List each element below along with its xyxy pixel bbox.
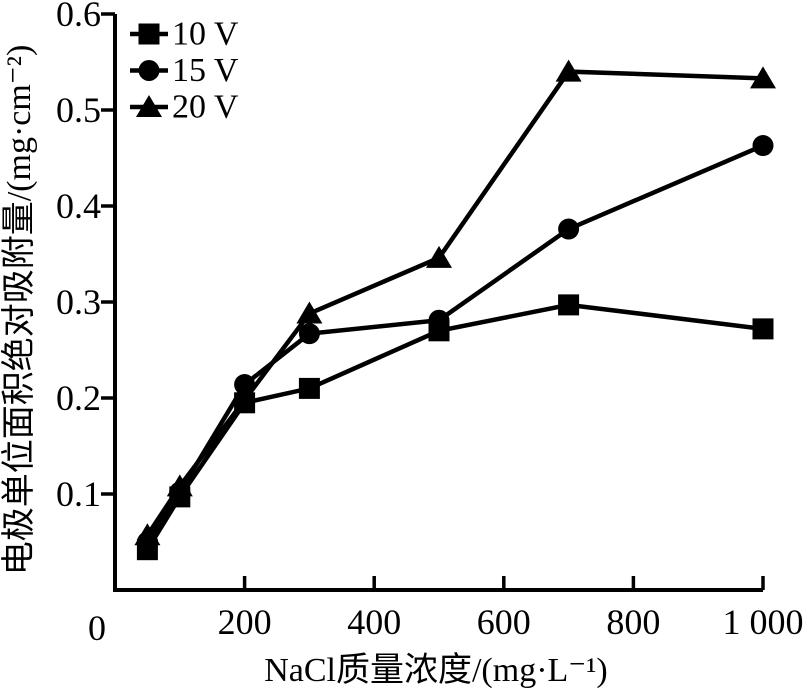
- marker-triangle: [134, 523, 161, 546]
- y-tick-label: 0.3: [56, 282, 101, 322]
- y-axis-label: 电极单位面积绝对吸附量/(mg·cm⁻²): [0, 45, 38, 576]
- series-20V: [134, 59, 776, 546]
- legend-item: 15 V: [130, 52, 239, 89]
- marker-triangle: [166, 474, 193, 497]
- legend-item: 20 V: [130, 89, 239, 126]
- y-tick-label: 0.2: [56, 378, 101, 418]
- legend-label: 20 V: [172, 89, 239, 126]
- marker-square: [752, 318, 774, 340]
- legend-label: 10 V: [172, 16, 239, 53]
- x-axis-label: NaCl质量浓度/(mg·L⁻¹): [264, 651, 608, 689]
- marker-triangle: [750, 66, 776, 89]
- y-tick-label: 0.6: [56, 0, 101, 34]
- marker-circle: [138, 60, 160, 81]
- series-15V: [136, 135, 774, 553]
- y-tick-label: 0.4: [56, 186, 101, 226]
- marker-circle: [558, 218, 580, 240]
- origin-tick-label: 0: [88, 608, 106, 648]
- marker-circle: [298, 323, 320, 345]
- legend-label: 15 V: [172, 52, 239, 89]
- series-line: [145, 302, 764, 551]
- series-line: [145, 143, 764, 544]
- series-line: [145, 69, 764, 537]
- marker-square: [138, 23, 160, 45]
- marker-triangle: [426, 245, 452, 268]
- x-tick-label: 200: [218, 602, 272, 642]
- marker-square: [558, 294, 580, 316]
- y-tick-label: 0.1: [56, 474, 101, 514]
- axes-layer: 0.1 0.2 0.3 0.4 0.5 0.6 200 400 600 800 1 000: [56, 0, 804, 642]
- x-tick-label: 400: [347, 602, 401, 642]
- marker-triangle: [296, 301, 323, 324]
- marker-square: [298, 377, 320, 399]
- marker-circle: [752, 135, 774, 157]
- x-tick-label: 600: [477, 602, 531, 642]
- y-tick-label: 0.5: [56, 90, 101, 130]
- marker-triangle: [136, 95, 162, 117]
- legend: 10 V15 V20 V: [130, 16, 239, 126]
- marker-circle: [428, 309, 450, 331]
- series-10V: [136, 294, 774, 561]
- x-tick-label: 800: [606, 602, 660, 642]
- x-tick-label: 1 000: [723, 602, 804, 642]
- marker-triangle: [555, 59, 582, 82]
- legend-item: 10 V: [130, 16, 239, 53]
- series-layer: [134, 59, 776, 561]
